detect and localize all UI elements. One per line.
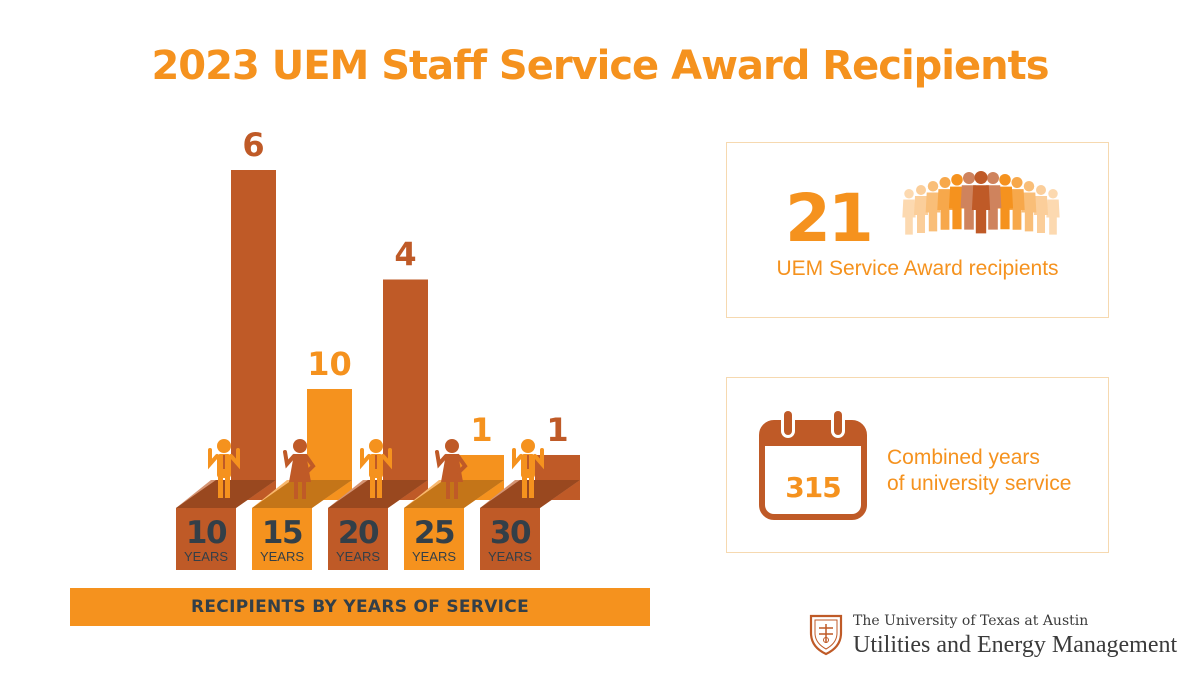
bar-value-label: 10: [307, 345, 352, 383]
category-block: [252, 508, 312, 570]
woman-figure-icon: [435, 439, 468, 499]
bar-value-label: 4: [394, 235, 416, 273]
bar-value-label: 1: [546, 411, 568, 449]
ut-shield-icon: [809, 614, 843, 656]
person-icon: [948, 174, 966, 230]
calendar-icon: [759, 408, 867, 520]
person-icon: [902, 189, 916, 235]
person-icon: [925, 181, 941, 232]
logo-line-department: Utilities and Energy Management: [853, 632, 1178, 658]
person-icon: [996, 174, 1014, 230]
category-sublabel: YEARS: [184, 549, 228, 564]
person-icon: [1009, 177, 1025, 230]
category-label: 15: [262, 515, 302, 551]
man-figure-icon: [512, 439, 544, 498]
woman-figure-icon: [283, 439, 316, 499]
recipients-stat-box: 21 UEM Service Award recipients: [726, 142, 1109, 318]
person-icon: [1046, 189, 1060, 235]
chart-footer-label: RECIPIENTS BY YEARS OF SERVICE: [70, 588, 650, 626]
category-block: [480, 508, 540, 570]
combined-years-label: Combined years of university service: [887, 445, 1102, 497]
person-icon: [1021, 181, 1037, 232]
bar-10-years: [231, 170, 276, 500]
category-block: [404, 508, 464, 570]
category-label: 25: [414, 515, 454, 551]
category-sublabel: YEARS: [488, 549, 532, 564]
combined-years-number: 315: [785, 471, 841, 504]
recipients-count: 21: [785, 180, 874, 257]
combined-years-label-line1: Combined years: [887, 446, 1040, 469]
bar-value-label: 1: [470, 411, 492, 449]
person-icon: [971, 171, 991, 234]
bar-value-label: 6: [242, 126, 264, 164]
man-figure-icon: [360, 439, 392, 498]
bar-20-years: [383, 279, 428, 500]
category-block: [328, 508, 388, 570]
category-label: 20: [338, 515, 379, 551]
category-sublabel: YEARS: [260, 549, 304, 564]
person-icon: [914, 185, 928, 233]
category-sublabel: YEARS: [412, 549, 456, 564]
combined-years-stat-box: 315 Combined years of university service: [726, 377, 1109, 553]
category-label: 30: [490, 515, 531, 551]
logo-line-university: The University of Texas at Austin: [853, 613, 1089, 629]
combined-years-label-line2: of university service: [887, 472, 1072, 495]
page-title: 2023 UEM Staff Service Award Recipients: [151, 43, 1049, 89]
people-group-icon: [902, 171, 1060, 235]
person-icon: [937, 177, 953, 230]
person-icon: [1034, 185, 1048, 233]
recipients-label: UEM Service Award recipients: [776, 257, 1059, 280]
category-sublabel: YEARS: [336, 549, 380, 564]
category-label: 10: [186, 515, 227, 551]
category-block: [176, 508, 236, 570]
man-figure-icon: [208, 439, 240, 498]
